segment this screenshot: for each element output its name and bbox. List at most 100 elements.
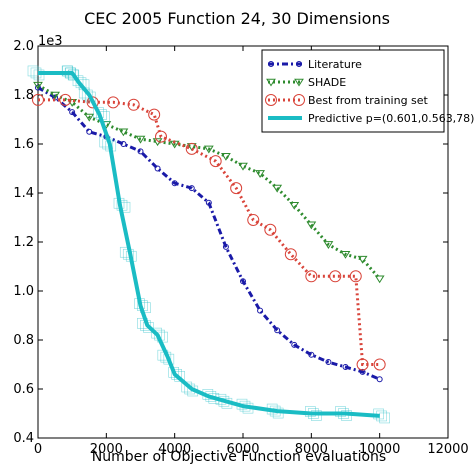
best-training-point	[247, 213, 260, 226]
literature-point	[222, 243, 229, 250]
shade-point	[135, 135, 146, 144]
y-tick-label: 0.6	[13, 382, 34, 397]
x-tick-label: 0	[34, 442, 42, 457]
best-training-point	[356, 358, 369, 371]
shade-point	[221, 152, 231, 161]
legend-label: Predictive p=(0.601,0.563,78)	[308, 112, 474, 125]
literature-point	[308, 351, 315, 358]
legend-item-best-training: Best from training set	[265, 94, 429, 107]
best-training-point	[155, 130, 167, 143]
shade-point	[272, 184, 283, 193]
predictive-halo-mark	[171, 368, 182, 380]
best-training-point	[349, 270, 362, 283]
y-tick-label: 0.8	[13, 333, 34, 348]
legend-item-shade: SHADE	[266, 76, 346, 89]
legend-item-literature: Literature	[268, 58, 362, 71]
x-tick-label: 6000	[226, 442, 259, 457]
predictive-halo-mark	[27, 65, 39, 77]
predictive-halo-mark	[151, 327, 162, 339]
best-training-series	[32, 93, 386, 371]
shade-line	[37, 83, 381, 280]
legend-marker	[296, 61, 302, 67]
x-tick-label: 12000	[427, 442, 468, 457]
best-training-point	[127, 98, 140, 111]
x-axis-title: Number of Objective Function evaluations	[92, 449, 386, 465]
predictive-halo-mark	[72, 75, 84, 87]
literature-point	[291, 341, 298, 348]
legend-marker	[294, 78, 304, 87]
shade-point	[306, 221, 317, 230]
best-training-point	[107, 96, 120, 109]
shade-point	[289, 201, 300, 210]
y-axis-multiplier: 1e3	[38, 34, 63, 49]
plot-area: 0 2000 4000 6000 8000 10000 12000 0.4 0.6 0.8 1.0 1…	[13, 39, 468, 457]
y-tick-label: 0.4	[13, 431, 34, 446]
best-training-point	[329, 270, 342, 283]
best-training-point	[373, 358, 386, 371]
literature-point	[120, 141, 127, 147]
best-training-line	[38, 98, 380, 366]
y-tick-label: 1.2	[13, 235, 34, 250]
shade-point	[357, 255, 368, 264]
literature-point	[154, 165, 161, 172]
y-tick-label: 1.0	[13, 284, 34, 299]
legend-marker	[268, 61, 274, 67]
y-tick-label: 1.8	[13, 88, 34, 103]
best-training-point	[185, 142, 198, 155]
shade-point	[323, 241, 334, 249]
x-tick-label: 8000	[295, 442, 328, 457]
literature-point	[342, 363, 349, 370]
best-training-point	[230, 182, 243, 195]
literature-point	[188, 185, 195, 192]
shade-point	[203, 145, 214, 154]
x-tick-label: 2000	[90, 442, 123, 457]
shade-point	[84, 113, 95, 122]
literature-line	[37, 86, 381, 381]
literature-point	[240, 278, 246, 285]
best-training-point	[32, 93, 44, 106]
shade-point	[255, 170, 265, 178]
legend-label: SHADE	[308, 76, 346, 89]
x-tick-label: 4000	[158, 442, 191, 457]
best-training-point	[86, 96, 99, 109]
best-training-point	[209, 155, 222, 168]
shade-point	[118, 128, 129, 137]
best-training-point	[59, 93, 72, 106]
best-training-point	[284, 248, 297, 261]
legend-marker	[293, 94, 305, 106]
shade-point	[340, 250, 351, 259]
literature-point	[205, 199, 212, 206]
x-tick-label: 10000	[359, 442, 400, 457]
best-training-point	[148, 108, 161, 121]
literature-point	[86, 128, 93, 135]
shade-point	[33, 81, 43, 90]
literature-point	[52, 94, 59, 101]
predictive-halo-mark	[61, 65, 73, 77]
literature-point	[359, 368, 366, 375]
legend-label: Best from training set	[308, 94, 429, 107]
chart-title: CEC 2005 Function 24, 30 Dimensions	[84, 9, 390, 28]
predictive-series	[27, 65, 390, 424]
predictive-line	[38, 71, 380, 418]
legend: Literature SHADE Best from training set Pre…	[261, 49, 474, 133]
literature-point	[137, 148, 144, 155]
legend-item-predictive: Predictive p=(0.601,0.563,78)	[268, 112, 474, 125]
legend-label: Literature	[308, 58, 362, 71]
predictive-halo-mark	[84, 91, 96, 103]
predictive-halo-mark	[379, 412, 390, 424]
shade-point	[238, 162, 248, 171]
best-training-point	[305, 270, 318, 283]
legend-marker	[266, 78, 276, 87]
literature-point	[257, 307, 264, 314]
shade-point	[50, 91, 60, 100]
literature-point	[69, 109, 76, 116]
best-training-point	[264, 223, 277, 236]
shade-point	[374, 275, 385, 284]
legend-marker	[265, 94, 277, 106]
literature-point	[35, 84, 41, 91]
y-tick-label: 2.0	[13, 39, 34, 54]
literature-point	[376, 376, 383, 383]
literature-series	[35, 84, 383, 383]
